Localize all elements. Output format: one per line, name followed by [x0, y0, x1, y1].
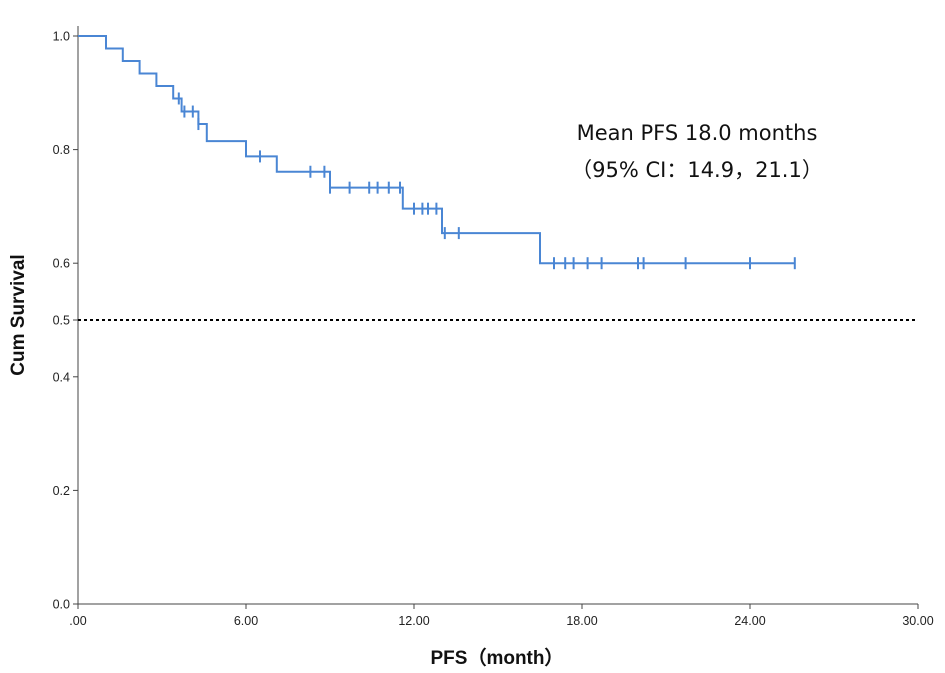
y-tick-label: 0.6	[53, 257, 70, 271]
x-ticks: .00 6.00 12.00 18.00 24.00 30.00	[69, 604, 934, 628]
y-tick-label: 0.2	[53, 484, 70, 498]
x-axis-title: PFS（month）	[431, 646, 564, 669]
annotation-mean-pfs: Mean PFS 18.0 months	[577, 121, 818, 145]
survival-curve	[78, 35, 795, 265]
y-tick-label: 0.4	[53, 370, 70, 384]
y-ticks: 0.0 0.2 0.4 0.5 0.6 0.8 1.0	[53, 30, 78, 612]
x-tick-label: 30.00	[902, 614, 933, 628]
y-tick-label: 0.5	[53, 314, 70, 328]
x-tick-label: 6.00	[234, 614, 258, 628]
x-tick-label: 24.00	[734, 614, 765, 628]
y-axis-title: Cum Survival	[8, 254, 29, 375]
x-tick-label: .00	[69, 614, 86, 628]
y-tick-label: 1.0	[53, 30, 70, 44]
x-tick-label: 18.00	[566, 614, 597, 628]
y-tick-label: 0.0	[53, 598, 70, 612]
annotation-ci: （95% CI：14.9，21.1）	[571, 158, 823, 182]
censor-marks	[177, 92, 796, 270]
y-tick-label: 0.8	[53, 143, 70, 157]
x-tick-label: 12.00	[398, 614, 429, 628]
